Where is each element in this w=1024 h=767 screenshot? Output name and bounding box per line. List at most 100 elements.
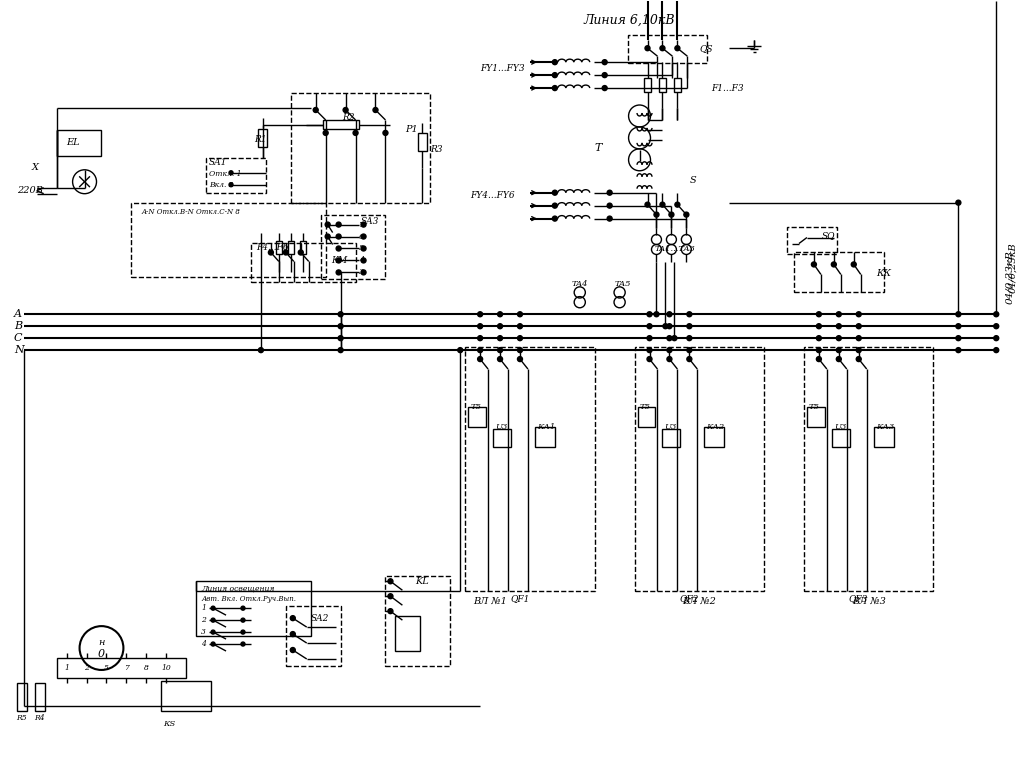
Circle shape xyxy=(645,202,650,207)
Circle shape xyxy=(645,46,650,51)
Text: A: A xyxy=(13,309,22,319)
Text: F4...F6: F4...F6 xyxy=(256,243,289,252)
Text: SA3: SA3 xyxy=(360,217,379,226)
Bar xyxy=(275,241,282,255)
Circle shape xyxy=(993,311,998,317)
Circle shape xyxy=(498,311,503,317)
Circle shape xyxy=(211,630,215,634)
Text: 04/0,23кВ: 04/0,23кВ xyxy=(1006,251,1015,304)
Text: ВЛ №3: ВЛ №3 xyxy=(852,597,886,606)
Text: 8: 8 xyxy=(144,664,148,672)
Circle shape xyxy=(229,171,233,175)
Circle shape xyxy=(667,357,672,361)
Bar xyxy=(831,429,850,446)
Circle shape xyxy=(675,202,680,207)
Circle shape xyxy=(383,130,388,136)
Text: R4: R4 xyxy=(35,714,45,722)
Circle shape xyxy=(361,246,366,251)
Circle shape xyxy=(211,606,215,611)
Circle shape xyxy=(837,347,842,353)
Circle shape xyxy=(268,250,273,255)
Text: R2: R2 xyxy=(342,114,355,123)
Circle shape xyxy=(258,347,263,353)
Circle shape xyxy=(607,190,612,195)
Text: TA5: TA5 xyxy=(614,281,631,288)
Circle shape xyxy=(338,324,343,329)
Text: ВЛ №1: ВЛ №1 xyxy=(473,597,507,606)
Bar xyxy=(300,241,306,255)
Text: KL: KL xyxy=(416,577,429,586)
Bar xyxy=(465,347,595,591)
Circle shape xyxy=(361,270,366,275)
Text: C: C xyxy=(13,333,23,343)
Circle shape xyxy=(517,347,522,353)
Circle shape xyxy=(993,347,998,353)
Text: КА2: КА2 xyxy=(707,423,725,431)
Circle shape xyxy=(552,86,557,91)
Text: F1...F3: F1...F3 xyxy=(712,84,743,93)
Text: 7: 7 xyxy=(124,664,129,672)
Circle shape xyxy=(672,336,677,341)
Circle shape xyxy=(684,212,689,217)
Circle shape xyxy=(667,324,672,329)
Text: QF1: QF1 xyxy=(510,594,529,603)
Circle shape xyxy=(647,311,652,317)
Bar xyxy=(787,226,837,255)
Circle shape xyxy=(241,630,245,634)
Text: 10: 10 xyxy=(162,664,171,672)
Bar xyxy=(206,158,266,193)
Circle shape xyxy=(373,107,378,113)
Bar xyxy=(131,202,326,278)
Circle shape xyxy=(498,357,503,361)
Circle shape xyxy=(298,250,303,255)
Circle shape xyxy=(602,60,607,64)
Circle shape xyxy=(291,616,295,621)
Text: 3: 3 xyxy=(201,628,206,636)
Circle shape xyxy=(388,579,393,584)
Text: U3: U3 xyxy=(665,423,677,431)
Circle shape xyxy=(667,347,672,353)
Text: 5: 5 xyxy=(104,664,109,672)
Text: КS: КS xyxy=(163,719,175,728)
Circle shape xyxy=(498,336,503,341)
Circle shape xyxy=(552,216,557,221)
Text: EL: EL xyxy=(67,138,80,147)
Circle shape xyxy=(816,324,821,329)
Circle shape xyxy=(856,347,861,353)
Circle shape xyxy=(241,618,245,622)
Circle shape xyxy=(336,246,341,251)
Circle shape xyxy=(659,46,665,51)
Text: Линия освещения: Линия освещения xyxy=(201,584,274,592)
Circle shape xyxy=(851,262,856,267)
Text: T5: T5 xyxy=(470,403,481,411)
Text: QF3: QF3 xyxy=(849,594,868,603)
Text: 4: 4 xyxy=(358,256,364,265)
Text: 5: 5 xyxy=(358,245,364,252)
Text: N: N xyxy=(13,345,24,355)
Text: TA4: TA4 xyxy=(571,281,588,288)
Circle shape xyxy=(687,311,692,317)
Text: B: B xyxy=(13,321,22,331)
Text: R5: R5 xyxy=(16,714,27,722)
Circle shape xyxy=(552,203,557,208)
Circle shape xyxy=(338,347,343,353)
Circle shape xyxy=(675,46,680,51)
Circle shape xyxy=(517,357,522,361)
Circle shape xyxy=(667,311,672,317)
Circle shape xyxy=(552,190,557,195)
Text: 7: 7 xyxy=(358,221,364,229)
Circle shape xyxy=(837,324,842,329)
Circle shape xyxy=(552,73,557,77)
Bar xyxy=(635,347,764,591)
Bar xyxy=(705,427,724,446)
Circle shape xyxy=(498,324,503,329)
Bar xyxy=(807,407,825,427)
Circle shape xyxy=(477,357,482,361)
Circle shape xyxy=(517,324,522,329)
Bar xyxy=(35,683,45,711)
Circle shape xyxy=(687,324,692,329)
Bar xyxy=(323,120,358,130)
Text: Линия 6,10кВ: Линия 6,10кВ xyxy=(584,14,675,27)
Bar xyxy=(288,241,294,255)
Circle shape xyxy=(241,642,245,646)
